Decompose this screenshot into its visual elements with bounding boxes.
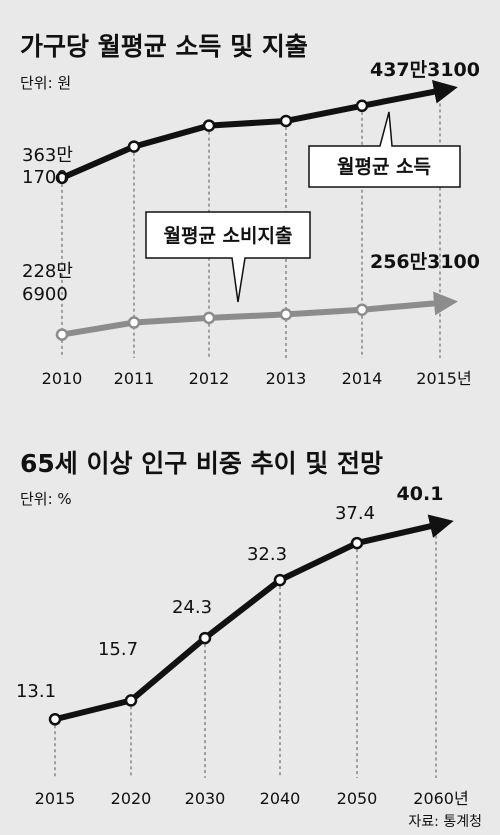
income-series-0-point-3 — [279, 114, 293, 128]
income-series-0-point-0 — [55, 171, 69, 185]
spending-end-label: 256만3100 — [370, 251, 480, 273]
elderly-chart-title: 65세 이상 인구 비중 추이 및 전망 — [20, 449, 383, 478]
income-callout: 월평균 소득 — [308, 111, 461, 188]
elderly-point-4 — [350, 536, 364, 550]
income-x-ticks: 2010 2011 2012 2013 2014 2015년 — [42, 369, 472, 388]
income-x-tick-4: 2014 — [342, 369, 383, 388]
income-x-tick-5: 2015년 — [416, 369, 471, 388]
elderly-data-label-5: 40.1 — [397, 483, 444, 505]
elderly-chart: 65세 이상 인구 비중 추이 및 전망 단위: % 2015 2020 2030 2… — [16, 449, 469, 808]
elderly-point-3 — [273, 573, 287, 587]
income-chart-title: 가구당 월평균 소득 및 지출 — [20, 32, 308, 61]
elderly-point-0 — [48, 713, 62, 726]
income-series-line-0 — [60, 79, 458, 181]
income-series-1-point-2 — [202, 311, 216, 325]
elderly-point-1 — [124, 694, 138, 707]
income-chart-unit: 단위: 원 — [20, 74, 71, 92]
source-note: 자료: 통계청 — [408, 814, 482, 830]
income-start-label-line2: 1700 — [22, 167, 68, 188]
income-series-1-point-3 — [279, 308, 293, 321]
elderly-gridlines — [54, 529, 437, 778]
elderly-x-tick-5: 2060년 — [413, 789, 468, 808]
income-end-label: 437만3100 — [370, 59, 480, 81]
elderly-data-label-1: 15.7 — [98, 639, 138, 660]
elderly-data-label-4: 37.4 — [335, 503, 375, 524]
income-x-tick-1: 2011 — [114, 369, 155, 388]
income-series-group — [55, 79, 458, 341]
income-series-1-point-1 — [127, 316, 141, 329]
spending-start-label-line2: 6900 — [22, 284, 68, 305]
elderly-x-tick-2: 2030 — [185, 789, 226, 808]
income-start-label-line1: 363만 — [22, 145, 73, 166]
income-series-1-point-4 — [355, 303, 369, 316]
income-x-tick-2: 2012 — [189, 369, 230, 388]
spending-start-label-line1: 228만 — [22, 261, 73, 282]
elderly-x-tick-1: 2020 — [111, 789, 152, 808]
income-x-tick-3: 2013 — [266, 369, 307, 388]
elderly-chart-unit: 단위: % — [20, 490, 72, 508]
income-series-0-point-2 — [202, 119, 216, 132]
elderly-x-ticks: 2015 2020 2030 2040 2050 2060년 — [35, 789, 469, 808]
elderly-series-line — [54, 514, 454, 723]
elderly-data-label-3: 32.3 — [247, 544, 287, 565]
elderly-series-group — [48, 514, 454, 726]
income-chart: 가구당 월평균 소득 및 지출 단위: 원 2010 2011 2012 2013 20… — [20, 32, 480, 388]
income-series-0-point-4 — [355, 99, 369, 113]
spending-callout-label: 월평균 소비지출 — [164, 225, 293, 247]
income-callout-label: 월평균 소득 — [337, 156, 431, 178]
income-x-tick-0: 2010 — [42, 369, 83, 388]
elderly-x-tick-4: 2050 — [337, 789, 378, 808]
elderly-data-labels: 13.1 15.7 24.3 32.3 37.4 40.1 — [16, 483, 443, 702]
elderly-point-2 — [198, 631, 212, 645]
spending-callout: 월평균 소비지출 — [145, 211, 311, 303]
elderly-x-tick-3: 2040 — [260, 789, 301, 808]
elderly-x-tick-0: 2015 — [35, 789, 76, 808]
income-series-0-point-1 — [127, 140, 141, 153]
elderly-data-label-0: 13.1 — [16, 681, 56, 702]
income-series-1-point-0 — [55, 328, 69, 341]
income-series-line-1 — [61, 291, 458, 338]
elderly-data-label-2: 24.3 — [172, 597, 212, 618]
